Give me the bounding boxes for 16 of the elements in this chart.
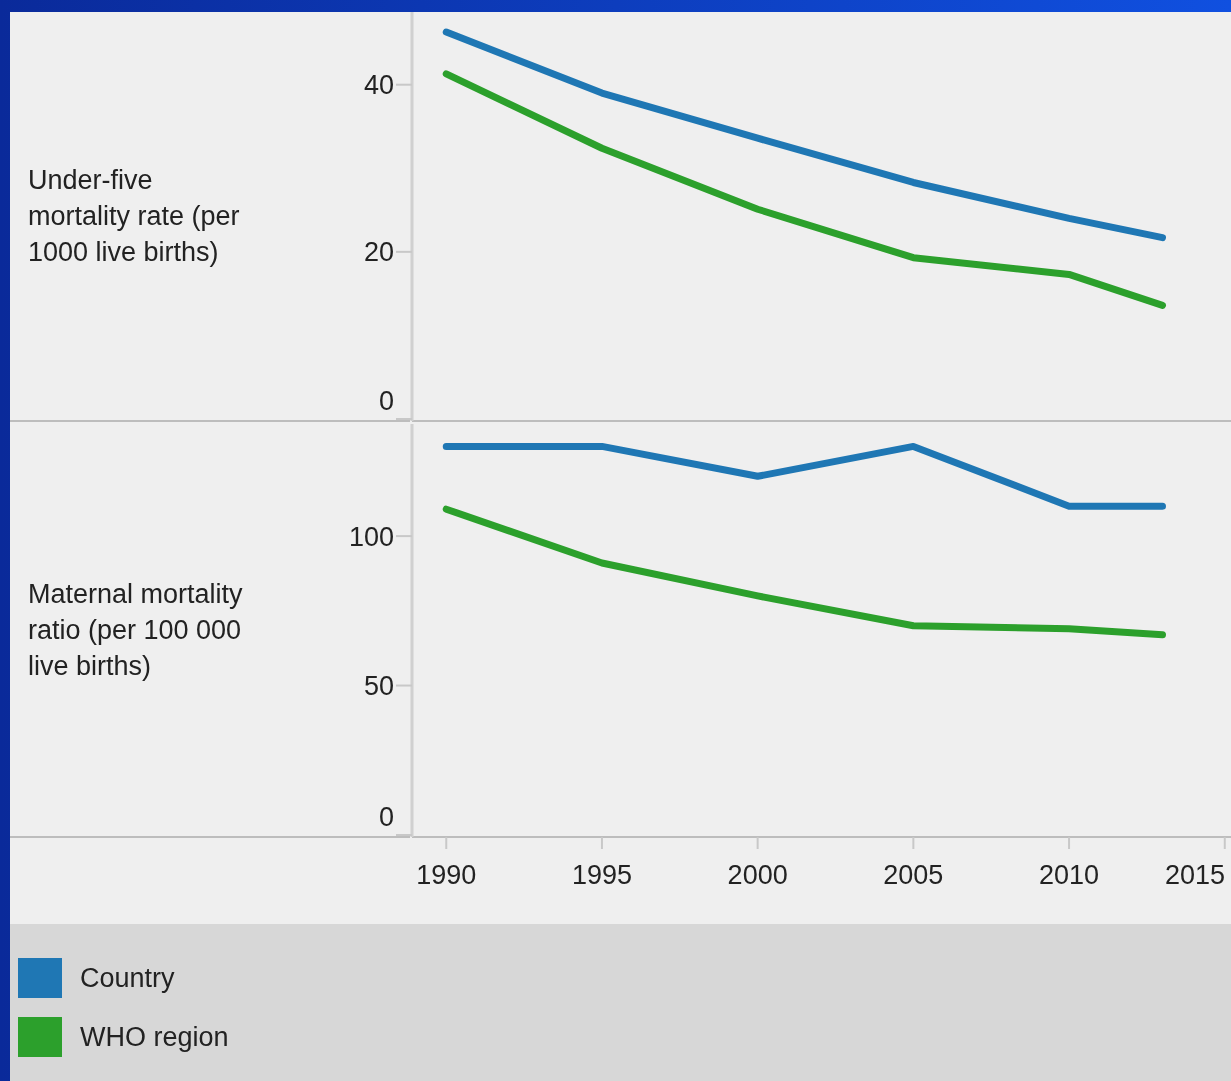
- legend-label: Country: [80, 963, 176, 994]
- x-tick-label: 2005: [883, 860, 944, 891]
- x-tick-label: 2000: [727, 860, 788, 891]
- y-axis-title: Under-five mortality rate (per 1000 live births): [28, 164, 240, 267]
- x-tick-label: 2015: [1164, 860, 1226, 891]
- legend-label: WHO region: [80, 1022, 229, 1053]
- y-tick-label: 40: [363, 70, 394, 101]
- y-tick-label: 100: [348, 521, 394, 552]
- y-axis-title: Maternal mortality ratio (per 100 000 live births): [28, 578, 244, 681]
- y-tick-label: 0: [378, 802, 394, 833]
- y-tick-label: 20: [363, 237, 394, 268]
- y-tick-label: 0: [378, 386, 394, 417]
- x-tick-label: 1995: [571, 860, 632, 891]
- x-tick-label: 1990: [416, 860, 477, 891]
- x-tick-label: 2010: [1039, 860, 1100, 891]
- y-tick-label: 50: [363, 671, 394, 701]
